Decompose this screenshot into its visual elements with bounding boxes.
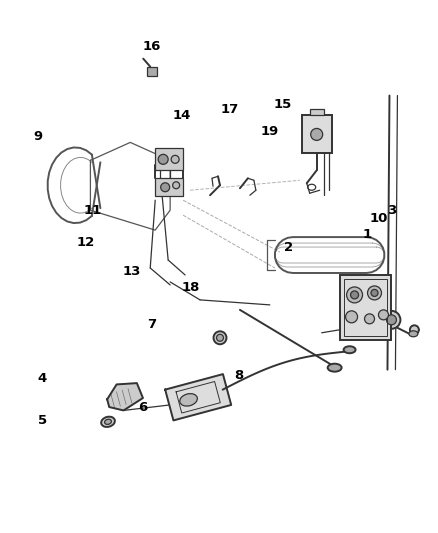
Text: 2: 2 [284,241,293,254]
Text: 1: 1 [363,228,372,241]
Text: 11: 11 [83,204,102,217]
Ellipse shape [346,287,363,303]
Bar [302,116,332,154]
Bar [343,279,388,336]
Ellipse shape [311,128,323,140]
Ellipse shape [173,182,180,189]
Ellipse shape [382,311,400,329]
Text: 16: 16 [142,39,160,53]
Ellipse shape [346,311,357,323]
Ellipse shape [409,331,418,337]
Ellipse shape [410,325,419,334]
Ellipse shape [216,334,223,341]
Ellipse shape [371,289,378,296]
Ellipse shape [386,315,396,325]
Text: 12: 12 [77,236,95,249]
Ellipse shape [350,291,359,299]
Text: 13: 13 [123,265,141,278]
Ellipse shape [364,314,374,324]
Text: 7: 7 [147,318,156,332]
Ellipse shape [378,310,389,320]
Text: 17: 17 [221,103,239,116]
Text: 4: 4 [38,372,47,385]
Text: 18: 18 [181,281,200,294]
Ellipse shape [213,332,226,344]
Bar [147,67,157,76]
Ellipse shape [101,417,115,427]
Text: 6: 6 [138,401,147,414]
Ellipse shape [328,364,342,372]
Text: 14: 14 [173,109,191,122]
Text: 5: 5 [38,414,47,427]
Ellipse shape [171,155,179,163]
Text: 15: 15 [273,98,291,111]
Bar [155,178,183,196]
Ellipse shape [161,183,170,192]
Polygon shape [107,383,143,410]
Polygon shape [165,374,231,421]
Ellipse shape [158,155,168,164]
Text: 8: 8 [234,369,243,382]
Bar [155,148,183,171]
Text: 3: 3 [387,204,396,217]
Text: 10: 10 [369,212,388,225]
Bar [339,275,392,340]
Ellipse shape [367,286,381,300]
Bar [310,109,324,116]
Text: 19: 19 [260,125,278,138]
Ellipse shape [105,419,111,424]
Ellipse shape [180,394,198,406]
Text: 9: 9 [33,130,42,143]
Ellipse shape [343,346,356,353]
